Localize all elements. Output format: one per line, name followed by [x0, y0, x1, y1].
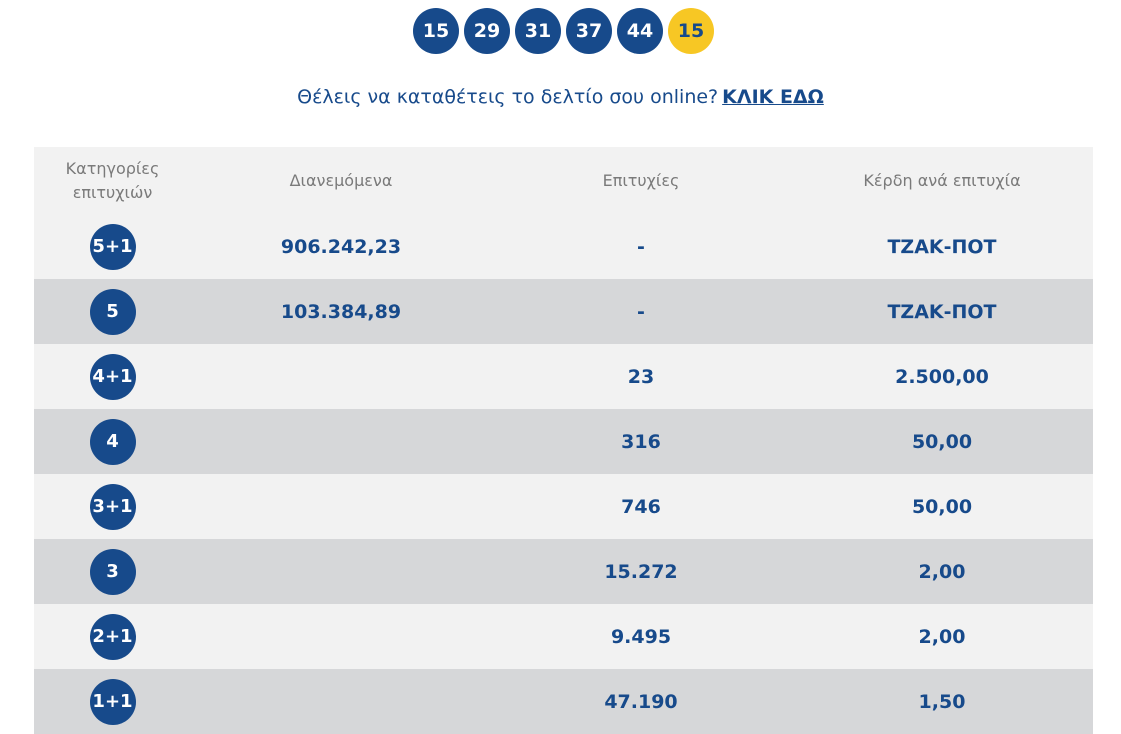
category-badge: 2+1 [89, 613, 136, 660]
number-ball: 44 [617, 8, 663, 54]
category-badge: 1+1 [89, 678, 136, 725]
table-header: Κατηγορίες επιτυχιών Διανεμόμενα Επιτυχί… [34, 147, 1093, 214]
winners-value: - [637, 300, 645, 323]
prize-value: ΤΖΑΚ-ΠΟΤ [887, 235, 997, 258]
header-category: Κατηγορίες επιτυχιών [65, 158, 160, 202]
table-row: 4 316 50,00 [34, 409, 1093, 474]
online-ticket-prompt: Θέλεις να καταθέτεις το δελτίο σου onlin… [0, 86, 1121, 108]
winners-value: 15.272 [604, 560, 678, 583]
distributed-value: 103.384,89 [280, 300, 402, 323]
winners-value: 47.190 [604, 690, 678, 713]
number-ball: 15 [413, 8, 459, 54]
header-distributed: Διανεμόμενα [289, 171, 393, 190]
click-here-link[interactable]: ΚΛΙΚ ΕΔΩ [722, 86, 824, 108]
header-prize: Κέρδη ανά επιτυχία [863, 171, 1021, 190]
table-row: 3 15.272 2,00 [34, 539, 1093, 604]
winners-value: - [637, 235, 645, 258]
number-ball: 31 [515, 8, 561, 54]
prize-value: ΤΖΑΚ-ΠΟΤ [887, 300, 997, 323]
category-badge: 3 [89, 548, 136, 595]
winners-value: 746 [621, 495, 661, 518]
prize-value: 2,00 [918, 625, 966, 648]
number-ball: 29 [464, 8, 510, 54]
drawn-numbers: 15 29 31 37 44 15 [413, 8, 714, 54]
prompt-text: Θέλεις να καταθέτεις το δελτίο σου onlin… [297, 86, 719, 108]
category-badge: 3+1 [89, 483, 136, 530]
table-row: 5+1 906.242,23 - ΤΖΑΚ-ΠΟΤ [34, 214, 1093, 279]
table-row: 5 103.384,89 - ΤΖΑΚ-ΠΟΤ [34, 279, 1093, 344]
joker-ball: 15 [668, 8, 714, 54]
winners-value: 316 [621, 430, 661, 453]
header-winners: Επιτυχίες [602, 171, 680, 190]
table-row: 2+1 9.495 2,00 [34, 604, 1093, 669]
category-badge: 4+1 [89, 353, 136, 400]
distributed-value: 906.242,23 [280, 235, 402, 258]
prize-value: 2,00 [918, 560, 966, 583]
category-badge: 4 [89, 418, 136, 465]
table-row: 1+1 47.190 1,50 [34, 669, 1093, 734]
prize-table: Κατηγορίες επιτυχιών Διανεμόμενα Επιτυχί… [34, 147, 1093, 734]
prize-value: 2.500,00 [895, 365, 989, 388]
table-row: 3+1 746 50,00 [34, 474, 1093, 539]
winners-value: 9.495 [610, 625, 672, 648]
category-badge: 5 [89, 288, 136, 335]
prize-value: 1,50 [918, 690, 966, 713]
winners-value: 23 [627, 365, 655, 388]
prize-value: 50,00 [911, 495, 973, 518]
number-ball: 37 [566, 8, 612, 54]
table-row: 4+1 23 2.500,00 [34, 344, 1093, 409]
prize-value: 50,00 [911, 430, 973, 453]
category-badge: 5+1 [89, 223, 136, 270]
